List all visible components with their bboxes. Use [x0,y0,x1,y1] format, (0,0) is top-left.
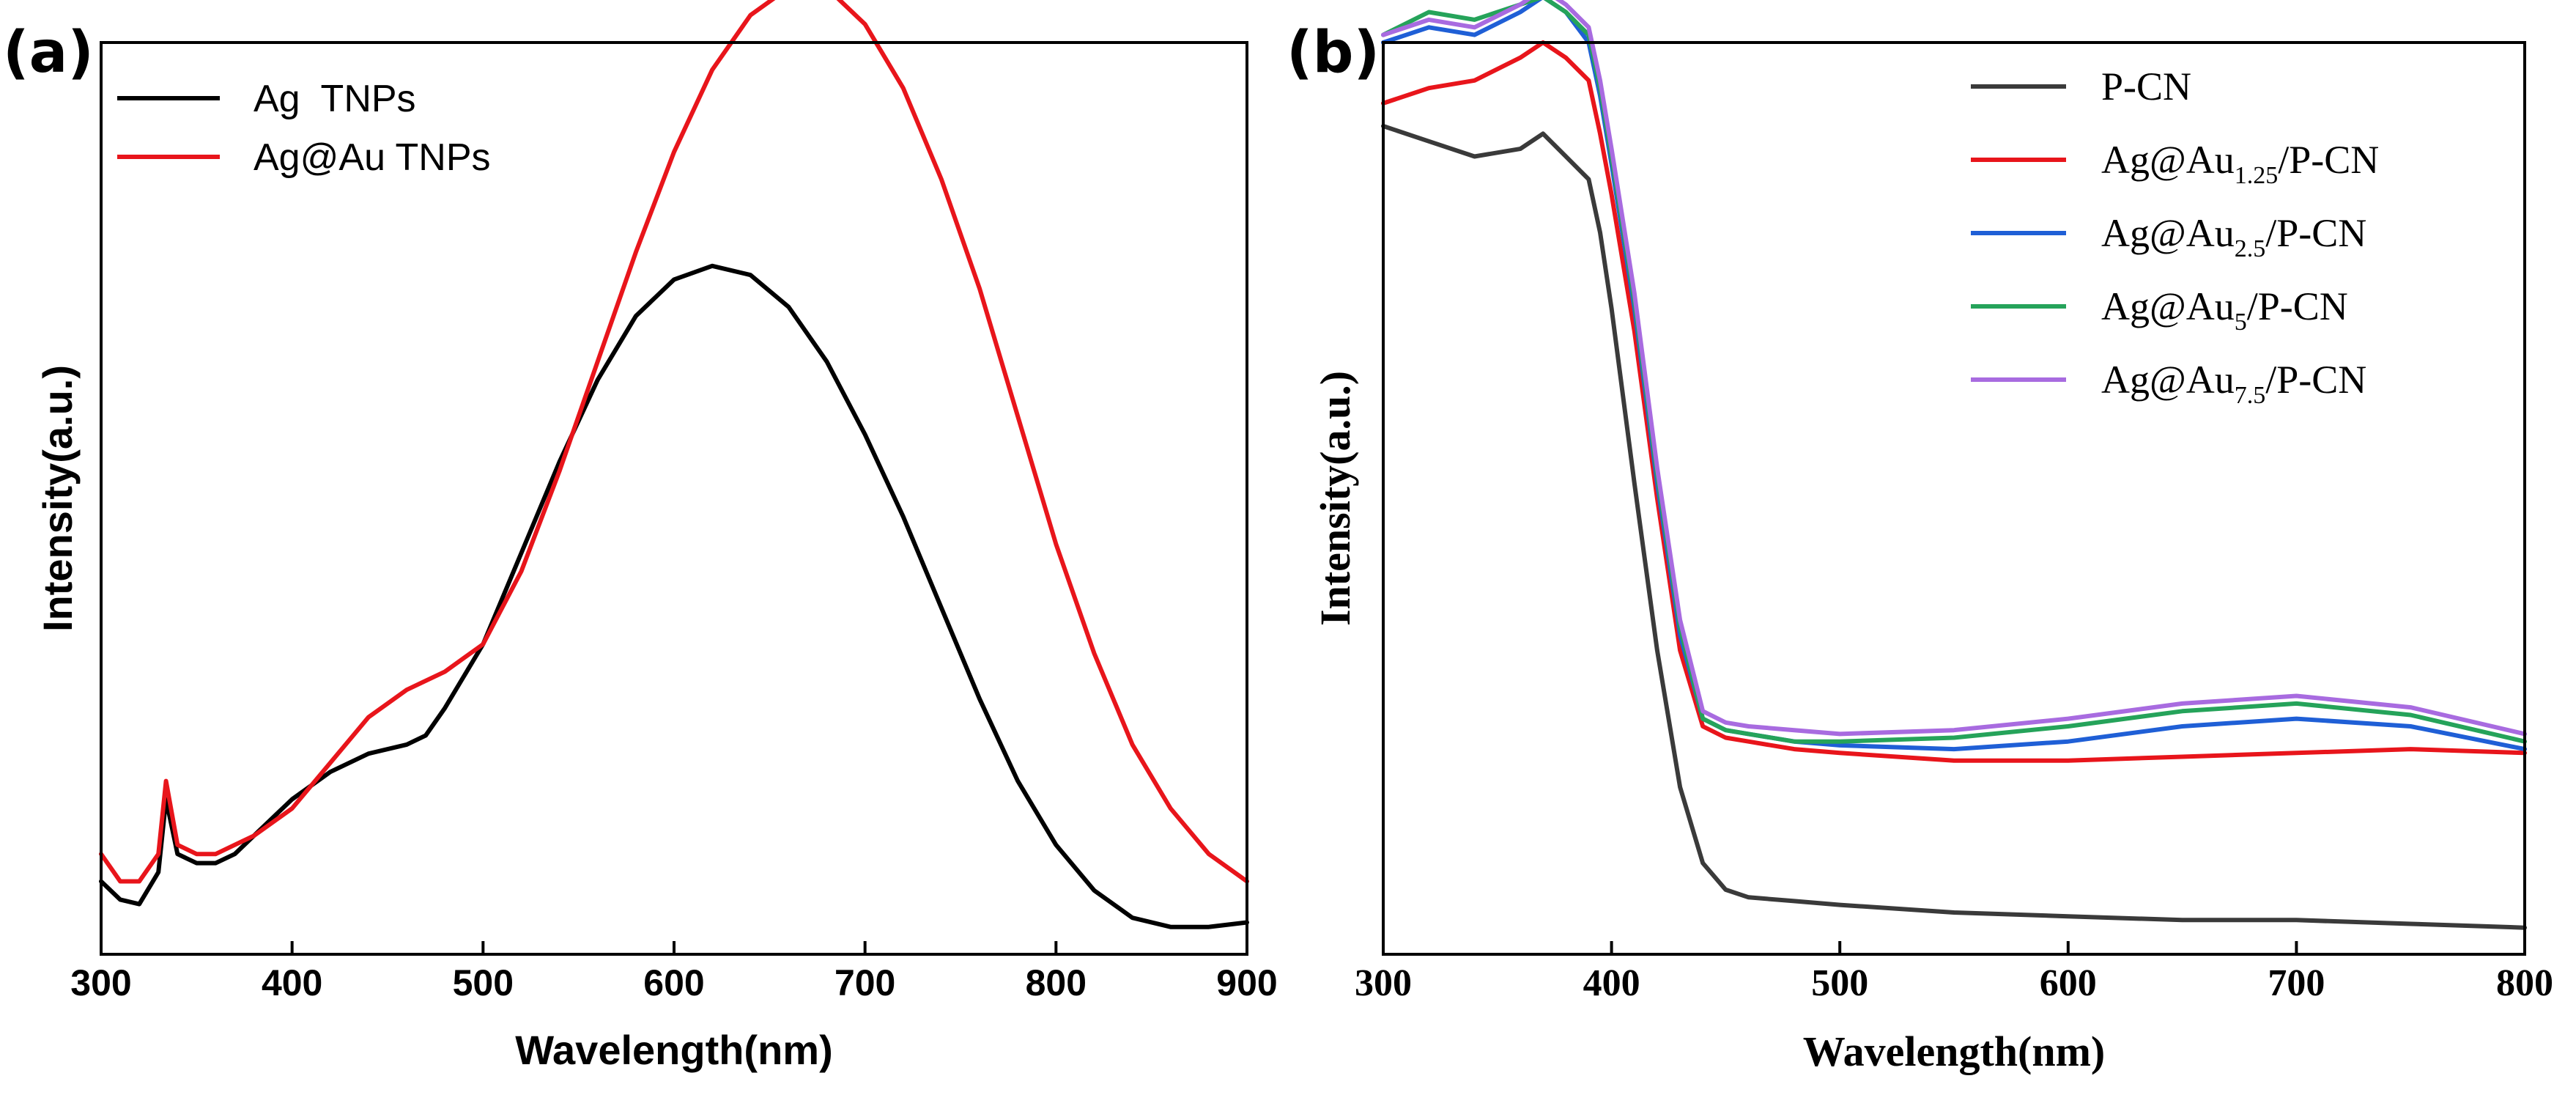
legend-b-label-5: Ag@Au5/P-CN [2101,284,2348,336]
panel-b-ylabel: Intensity(a.u.) [1311,371,1359,626]
legend-b-label-125: Ag@Au1.25/P-CN [2101,138,2379,189]
panel-a-xtick-label-2: 500 [453,962,514,1003]
panel-b-curves [1381,0,2527,930]
legend-a-label-agau: Ag@Au TNPs [253,136,491,179]
panel-a-xtick-label-3: 600 [643,962,704,1003]
panel-b: (b) 300 400 500 600 700 800 Wavelength(nm) In… [1287,0,2553,1075]
panel-a-xtick-label-6: 900 [1216,962,1277,1003]
panel-a-xlabel: Wavelength(nm) [515,1027,832,1073]
panel-b-series-line-0 [1381,124,2527,930]
panel-b-xlabel: Wavelength(nm) [1803,1028,2105,1075]
panel-a-ylabel: Intensity(a.u.) [34,365,81,632]
panel-a-label: (a) [3,20,94,86]
panel-a-xtick-label-4: 700 [834,962,895,1003]
legend-b-label-25: Ag@Au2.5/P-CN [2101,211,2366,262]
panel-b-series-line-4 [1381,0,2527,737]
panel-a-xtick-label-1: 400 [262,962,322,1003]
panel-b-xtick-label-3: 600 [2040,962,2097,1004]
panel-b-frame [1382,41,2526,956]
panel-b-legend: P-CN Ag@Au1.25/P-CN Ag@Au2.5/P-CN Ag@Au5… [1971,64,2379,409]
panel-b-xtick-label-2: 500 [1811,962,1868,1004]
panel-a-curves [99,0,1249,929]
panel-b-xtick-label-1: 400 [1583,962,1640,1004]
panel-a-series-line-1 [99,0,1249,884]
panel-b-label: (b) [1287,20,1380,86]
panel-a-xtick-label-5: 800 [1026,962,1087,1003]
panel-a-series-line-0 [99,263,1249,929]
panel-b-xtick-label-4: 700 [2268,962,2325,1004]
panel-b-xtick-label-0: 300 [1355,962,1412,1004]
panel-b-xtick-label-5: 800 [2496,962,2553,1004]
panel-b-series-line-1 [1381,40,2527,763]
panel-a-legend: Ag TNPs Ag@Au TNPs [117,78,491,179]
panel-a: (a) 300 400 500 600 700 800 900 Wavelength(nm)… [3,0,1278,1073]
legend-b-label-75: Ag@Au7.5/P-CN [2101,358,2366,409]
panel-a-xtick-label-0: 300 [70,962,131,1003]
legend-a-label-ag: Ag TNPs [253,78,416,120]
panel-a-ticks: 300 400 500 600 700 800 900 [70,941,1278,1003]
legend-b-label-pcn: P-CN [2101,64,2191,108]
panel-b-ticks: 300 400 500 600 700 800 [1355,941,2553,1004]
